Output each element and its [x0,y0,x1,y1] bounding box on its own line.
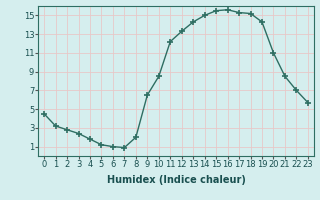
X-axis label: Humidex (Indice chaleur): Humidex (Indice chaleur) [107,175,245,185]
